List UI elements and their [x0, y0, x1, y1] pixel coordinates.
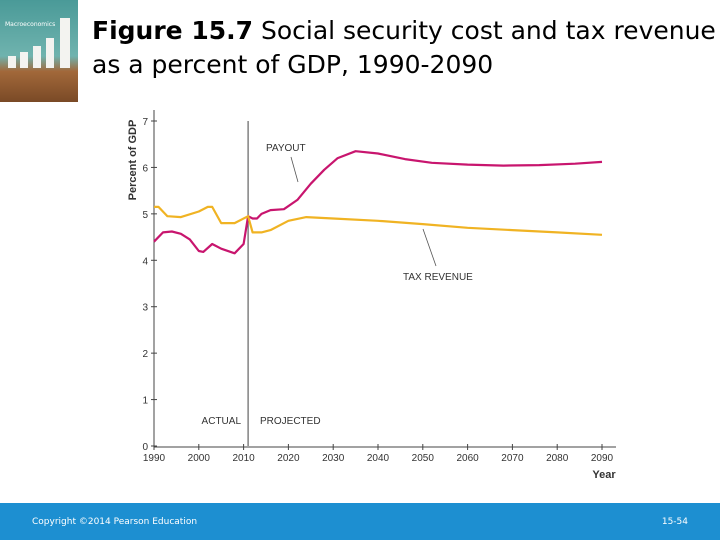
series-line-1 [154, 205, 603, 236]
y-tick-label: 5 [142, 210, 148, 221]
series-line-0 [153, 150, 603, 255]
x-axis-label: Year [592, 469, 616, 481]
slide-title: Figure 15.7 Social security cost and tax… [92, 14, 720, 82]
x-tick-label: 2040 [367, 453, 390, 464]
title-text: Social security cost and tax revenue as … [92, 16, 716, 79]
footer: Copyright ©2014 Pearson Education 15-54 [0, 503, 720, 540]
tax-revenue-leader [422, 228, 437, 267]
x-tick-label: 2070 [501, 453, 524, 464]
annotation-actual: ACTUAL [202, 416, 242, 427]
copyright: Copyright ©2014 Pearson Education [32, 517, 198, 527]
x-tick-label: 2010 [232, 453, 255, 464]
x-tick-label: 1990 [143, 453, 166, 464]
annotation-projected: PROJECTED [260, 416, 321, 427]
x-tick-label: 2050 [412, 453, 435, 464]
book-cover: Macroeconomics [0, 0, 78, 102]
y-axis-label: Percent of GDP [127, 120, 139, 201]
y-tick-label: 6 [142, 163, 148, 174]
y-tick-label: 0 [142, 442, 148, 453]
figure-number: Figure 15.7 [92, 16, 254, 45]
y-tick-label: 3 [142, 303, 148, 314]
x-tick-label: 2000 [188, 453, 211, 464]
y-tick-label: 2 [142, 349, 148, 360]
y-tick-label: 7 [142, 117, 148, 128]
cover-title: Macroeconomics [5, 21, 56, 28]
x-tick-label: 2090 [591, 453, 614, 464]
x-tick-label: 2060 [456, 453, 479, 464]
series-label-payout: PAYOUT [266, 143, 306, 154]
payout-leader [290, 156, 299, 183]
page-number: 15-54 [661, 517, 688, 527]
x-tick-label: 2080 [546, 453, 569, 464]
series-label-tax-revenue: TAX REVENUE [403, 272, 473, 283]
chart: 0 1 2 3 4 5 6 7 1990 2000 2010 2020 2030 2040 2050 2060… [127, 110, 616, 481]
x-tick-label: 2020 [277, 453, 300, 464]
y-tick-label: 1 [142, 396, 148, 407]
y-tick-label: 4 [142, 256, 148, 267]
x-tick-label: 2030 [322, 453, 345, 464]
